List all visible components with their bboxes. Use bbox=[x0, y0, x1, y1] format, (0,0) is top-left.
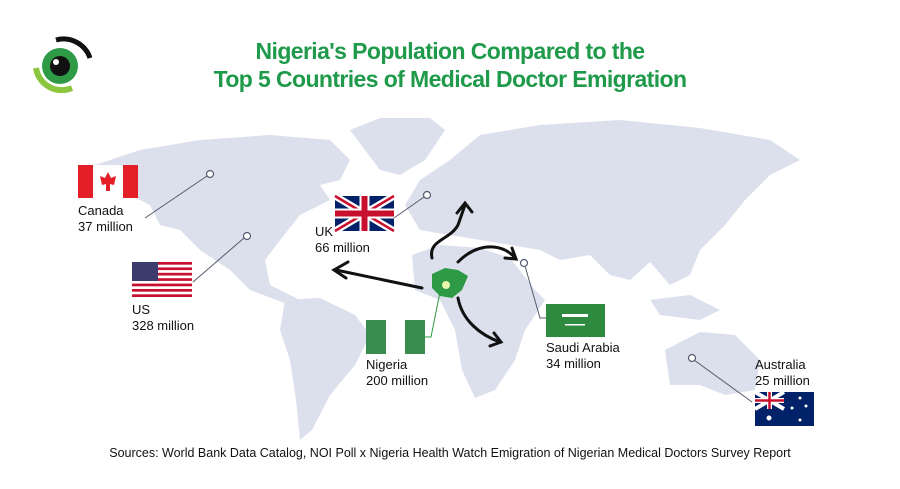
nigeria-marker bbox=[442, 281, 450, 289]
label-uk: UK 66 million bbox=[315, 224, 370, 256]
arrow-to-americas bbox=[331, 260, 424, 290]
country-name: Nigeria bbox=[366, 357, 408, 372]
eurasia bbox=[405, 120, 800, 285]
sources-text: Sources: World Bank Data Catalog, NOI Po… bbox=[109, 446, 791, 460]
country-name: Canada bbox=[78, 203, 124, 218]
migration-arrows bbox=[331, 200, 519, 348]
arrow-to-saudi bbox=[456, 245, 519, 264]
north-america bbox=[95, 135, 350, 305]
title-line-2: Top 5 Countries of Medical Doctor Emigra… bbox=[213, 66, 687, 92]
country-population: 37 million bbox=[78, 219, 133, 234]
greenland bbox=[350, 118, 445, 175]
leader-lines bbox=[144, 175, 753, 403]
country-population: 328 million bbox=[132, 318, 195, 333]
australia bbox=[665, 332, 760, 395]
nigeria-leader bbox=[424, 291, 441, 338]
logo-eye-icon bbox=[33, 36, 93, 94]
nigeria-shape bbox=[432, 268, 468, 298]
saudi-flag bbox=[546, 304, 605, 337]
country-name: Saudi Arabia bbox=[546, 340, 620, 355]
label-australia: Australia 25 million bbox=[755, 357, 810, 389]
country-name: UK bbox=[315, 224, 334, 239]
arrow-to-australia bbox=[456, 296, 504, 348]
australia-flag bbox=[753, 390, 814, 426]
label-canada: Canada 37 million bbox=[78, 203, 133, 235]
label-nigeria: Nigeria 200 million bbox=[366, 357, 428, 389]
canada-flag bbox=[78, 165, 138, 198]
location-dots bbox=[205, 169, 697, 363]
country-population: 66 million bbox=[315, 240, 370, 255]
country-population: 25 million bbox=[755, 373, 810, 388]
country-name: US bbox=[132, 302, 151, 317]
arrow-to-uk bbox=[430, 200, 474, 260]
canada-leader bbox=[144, 175, 208, 219]
country-population: 34 million bbox=[546, 356, 601, 371]
nigeria-flag bbox=[366, 320, 425, 354]
label-saudi-arabia: Saudi Arabia 34 million bbox=[546, 340, 620, 372]
label-us: US 328 million bbox=[132, 302, 194, 334]
us-leader bbox=[192, 237, 245, 283]
saudi-leader bbox=[524, 265, 546, 319]
country-name: Australia bbox=[755, 357, 806, 372]
southeast-asia bbox=[650, 295, 720, 320]
uk-flag bbox=[333, 192, 396, 235]
australia-leader bbox=[693, 359, 753, 403]
country-population: 200 million bbox=[366, 373, 429, 388]
uk-leader bbox=[393, 196, 425, 219]
south-america bbox=[280, 298, 370, 440]
us-flag bbox=[132, 262, 192, 297]
title-line-1: Nigeria's Population Compared to the bbox=[255, 38, 646, 64]
